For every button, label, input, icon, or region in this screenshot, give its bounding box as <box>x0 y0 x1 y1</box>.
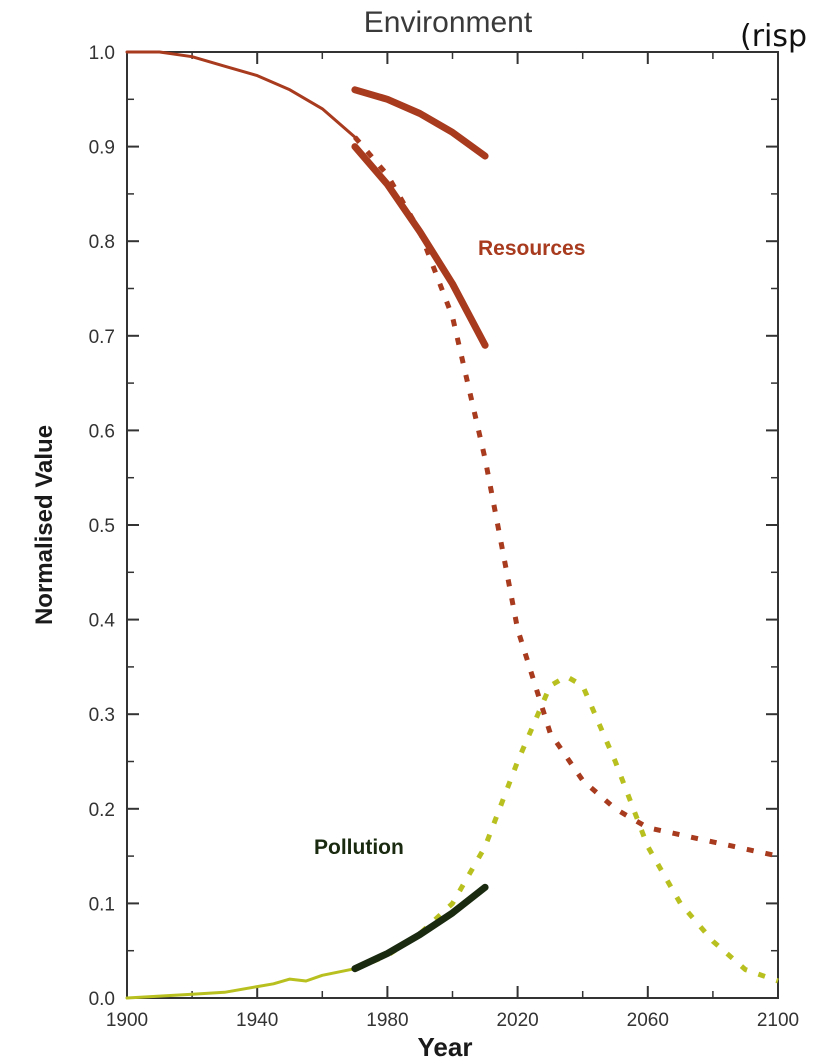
series-line-resources-observed-upper <box>351 86 489 160</box>
series-label-pollution: Pollution <box>314 836 404 859</box>
corner-text: (risp <box>740 19 807 54</box>
series-line-resources-observed-lower <box>351 143 489 349</box>
x-tick-label: 2060 <box>627 1010 669 1031</box>
x-tick-label: 1900 <box>106 1010 148 1031</box>
series-line-pollution-model-solid <box>125 967 357 1000</box>
series-line-resources-model-solid <box>125 50 357 139</box>
y-tick-label: 0.0 <box>89 989 115 1010</box>
chart-title: Environment <box>364 6 533 39</box>
y-tick-label: 1.0 <box>89 43 115 64</box>
x-axis-label: Year <box>418 1032 473 1061</box>
series-line-pollution-model-projection <box>353 673 779 984</box>
y-tick-label: 0.8 <box>89 232 115 253</box>
series-lines <box>125 50 779 1000</box>
x-axis-ticks: 1900 1940 1980 2020 2060 2100 <box>106 52 799 1031</box>
series-line-resources-model-projection <box>353 135 779 859</box>
y-tick-label: 0.5 <box>89 516 115 537</box>
y-tick-label: 0.4 <box>89 611 116 632</box>
y-tick-label: 0.9 <box>89 138 115 159</box>
plot-frame <box>126 51 779 999</box>
y-tick-label: 0.1 <box>89 894 115 915</box>
y-tick-label: 0.6 <box>89 421 115 442</box>
x-tick-label: 1940 <box>236 1010 278 1031</box>
x-tick-label: 1980 <box>366 1010 408 1031</box>
series-line-pollution-observed <box>351 883 489 973</box>
series-label-resources: Resources <box>478 237 585 260</box>
y-axis-label: Normalised Value <box>31 425 58 625</box>
y-tick-label: 0.2 <box>89 800 115 821</box>
x-tick-label: 2100 <box>757 1010 799 1031</box>
x-tick-label: 2020 <box>496 1010 538 1031</box>
y-axis-ticks: 0.0 0.1 0.2 0.3 0.4 0.5 0.6 0.7 0.8 0.9 1.0 <box>89 43 778 1010</box>
y-tick-label: 0.3 <box>89 705 115 726</box>
y-tick-label: 0.7 <box>89 327 115 348</box>
